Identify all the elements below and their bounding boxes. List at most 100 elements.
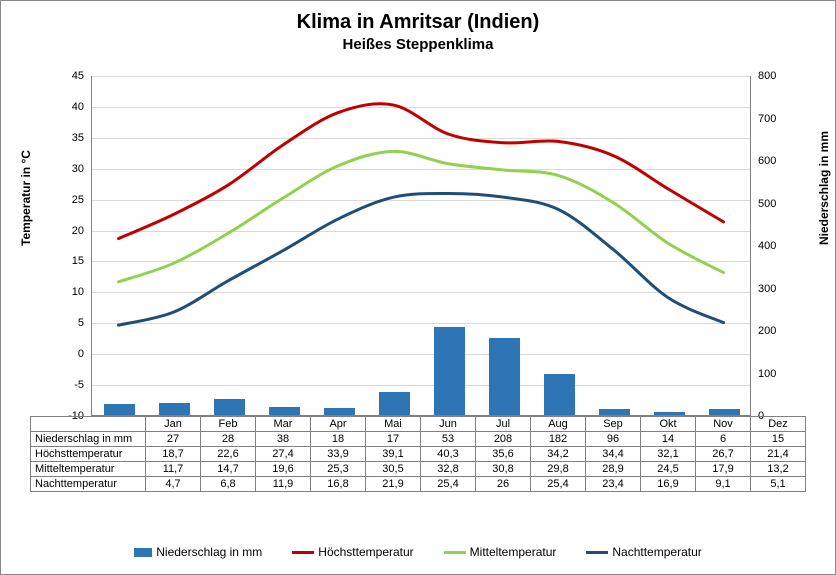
- data-cell: 29,8: [531, 462, 586, 477]
- data-cell: 21,9: [366, 477, 421, 492]
- y-left-tick: 40: [54, 101, 84, 113]
- data-cell: 11,9: [256, 477, 311, 492]
- y-left-tick: 20: [54, 225, 84, 237]
- chart-title: Klima in Amritsar (Indien): [1, 11, 835, 34]
- data-cell: 16,8: [311, 477, 366, 492]
- plot-area: -10-505101520253035404501002003004005006…: [91, 76, 751, 416]
- row-header: Niederschlag in mm: [31, 432, 146, 447]
- data-cell: 27,4: [256, 447, 311, 462]
- y-left-tick: 30: [54, 163, 84, 175]
- month-header: Jan: [146, 417, 201, 432]
- y-left-tick: -5: [54, 379, 84, 391]
- data-cell: 6: [696, 432, 751, 447]
- data-cell: 28,9: [586, 462, 641, 477]
- data-cell: 15: [751, 432, 806, 447]
- data-cell: 5,1: [751, 477, 806, 492]
- line-mean: [119, 151, 724, 281]
- chart-subtitle: Heißes Steppenklima: [1, 36, 835, 53]
- month-header: Dez: [751, 417, 806, 432]
- data-cell: 34,4: [586, 447, 641, 462]
- line-layer: [91, 76, 751, 416]
- data-cell: 18,7: [146, 447, 201, 462]
- data-cell: 14: [641, 432, 696, 447]
- data-cell: 182: [531, 432, 586, 447]
- line-swatch-icon: [292, 551, 314, 554]
- data-cell: 22,6: [201, 447, 256, 462]
- data-cell: 25,3: [311, 462, 366, 477]
- row-header: Höchsttemperatur: [31, 447, 146, 462]
- data-cell: 18: [311, 432, 366, 447]
- month-header: Sep: [586, 417, 641, 432]
- y-right-tick: 300: [758, 283, 776, 295]
- month-header: Apr: [311, 417, 366, 432]
- data-cell: 96: [586, 432, 641, 447]
- data-cell: 11,7: [146, 462, 201, 477]
- row-header: Nachttemperatur: [31, 477, 146, 492]
- data-cell: 33,9: [311, 447, 366, 462]
- bar-swatch-icon: [134, 548, 152, 557]
- data-cell: 21,4: [751, 447, 806, 462]
- legend-precip: Niederschlag in mm: [134, 545, 262, 559]
- data-table: JanFebMarAprMaiJunJulAugSepOktNovDezNied…: [30, 416, 806, 492]
- data-cell: 53: [421, 432, 476, 447]
- chart-container: Klima in Amritsar (Indien) Heißes Steppe…: [0, 0, 836, 575]
- line-low: [119, 193, 724, 325]
- data-cell: 35,6: [476, 447, 531, 462]
- month-header: Mai: [366, 417, 421, 432]
- data-cell: 25,4: [531, 477, 586, 492]
- legend: Niederschlag in mm Höchsttemperatur Mitt…: [1, 545, 835, 559]
- data-cell: 32,1: [641, 447, 696, 462]
- data-cell: 40,3: [421, 447, 476, 462]
- y-left-tick: 0: [54, 348, 84, 360]
- y-right-tick: 700: [758, 113, 776, 125]
- data-cell: 17,9: [696, 462, 751, 477]
- legend-mean: Mitteltemperatur: [444, 545, 557, 559]
- data-cell: 23,4: [586, 477, 641, 492]
- data-cell: 34,2: [531, 447, 586, 462]
- data-cell: 32,8: [421, 462, 476, 477]
- data-cell: 6,8: [201, 477, 256, 492]
- month-header: Okt: [641, 417, 696, 432]
- data-cell: 26,7: [696, 447, 751, 462]
- y-right-tick: 400: [758, 240, 776, 252]
- y-left-tick: 15: [54, 255, 84, 267]
- month-header: Jun: [421, 417, 476, 432]
- data-cell: 4,7: [146, 477, 201, 492]
- data-cell: 24,5: [641, 462, 696, 477]
- month-header: Feb: [201, 417, 256, 432]
- y-left-tick: 5: [54, 317, 84, 329]
- data-cell: 27: [146, 432, 201, 447]
- row-header: Mitteltemperatur: [31, 462, 146, 477]
- y-axis-left-label: Temperatur in °C: [19, 150, 33, 246]
- legend-high: Höchsttemperatur: [292, 545, 413, 559]
- data-cell: 25,4: [421, 477, 476, 492]
- y-axis-right-label: Niederschlag in mm: [817, 131, 831, 245]
- data-cell: 13,2: [751, 462, 806, 477]
- legend-label: Mitteltemperatur: [470, 545, 557, 559]
- data-cell: 208: [476, 432, 531, 447]
- y-right-tick: 800: [758, 70, 776, 82]
- month-header: Jul: [476, 417, 531, 432]
- data-cell: 17: [366, 432, 421, 447]
- data-cell: 28: [201, 432, 256, 447]
- data-cell: 39,1: [366, 447, 421, 462]
- legend-label: Niederschlag in mm: [156, 545, 262, 559]
- data-cell: 30,5: [366, 462, 421, 477]
- month-header: Aug: [531, 417, 586, 432]
- line-swatch-icon: [586, 551, 608, 554]
- legend-label: Höchsttemperatur: [318, 545, 413, 559]
- y-right-tick: 500: [758, 198, 776, 210]
- data-cell: 30,8: [476, 462, 531, 477]
- data-cell: 38: [256, 432, 311, 447]
- legend-low: Nachttemperatur: [586, 545, 701, 559]
- y-right-tick: 100: [758, 368, 776, 380]
- data-cell: 9,1: [696, 477, 751, 492]
- y-left-tick: 35: [54, 132, 84, 144]
- y-right-tick: 600: [758, 155, 776, 167]
- data-cell: 16,9: [641, 477, 696, 492]
- y-left-tick: 45: [54, 70, 84, 82]
- data-cell: 26: [476, 477, 531, 492]
- data-cell: 19,6: [256, 462, 311, 477]
- legend-label: Nachttemperatur: [612, 545, 701, 559]
- data-cell: 14,7: [201, 462, 256, 477]
